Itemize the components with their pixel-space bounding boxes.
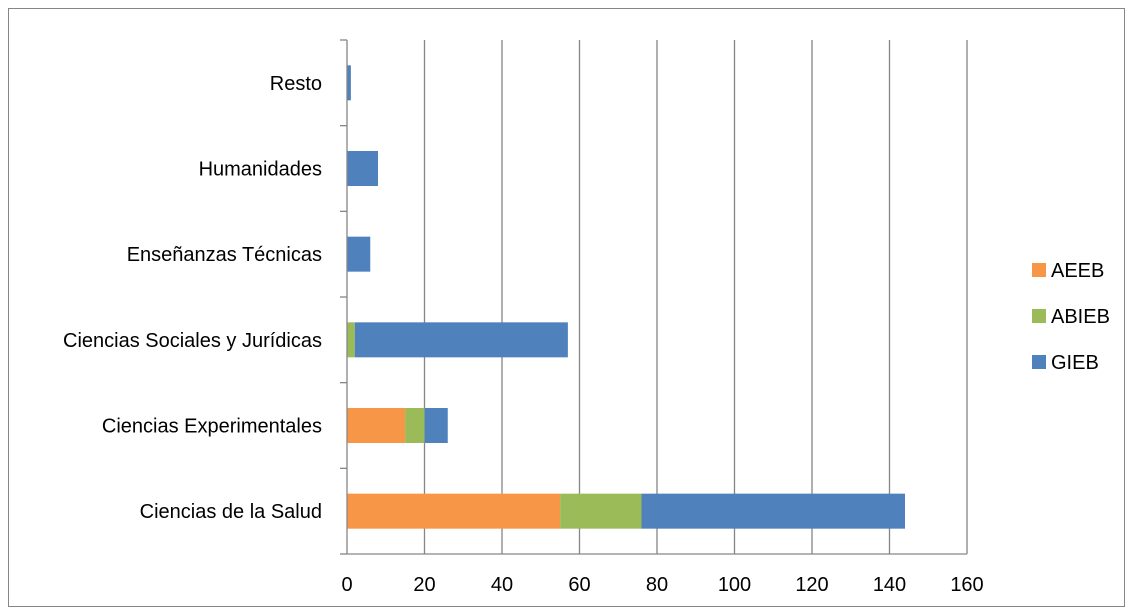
- bar-abieb-2: [347, 322, 355, 358]
- category-label: Ciencias Sociales y Jurídicas: [63, 330, 322, 352]
- gridlines: [423, 40, 968, 554]
- x-tick-label: 20: [413, 574, 435, 596]
- bar-gieb-3: [347, 236, 371, 272]
- legend: AEEB ABIEB GIEB: [1032, 260, 1110, 374]
- category-label: Ciencias de la Salud: [140, 501, 322, 523]
- category-label: Ciencias Experimentales: [102, 416, 322, 438]
- category-label: Resto: [270, 73, 322, 95]
- bar-abieb-0: [560, 493, 642, 529]
- bar-gieb-4: [347, 151, 378, 186]
- category-label: Enseñanzas Técnicas: [127, 244, 322, 266]
- labels: 0 20 40 60 80 100 120 140 160 Ciencias de la Salu…: [63, 73, 984, 596]
- bar-gieb-1: [424, 408, 448, 443]
- bar-gieb-5: [347, 65, 351, 101]
- legend-swatch-aeeb: [1032, 263, 1046, 277]
- legend-label-abieb: ABIEB: [1051, 306, 1110, 328]
- x-tick-label: 0: [341, 574, 352, 596]
- bars: [347, 65, 905, 529]
- category-label: Humanidades: [199, 159, 322, 181]
- legend-label-aeeb: AEEB: [1051, 260, 1104, 282]
- bar-gieb-2: [354, 322, 568, 358]
- legend-label-gieb: GIEB: [1051, 352, 1099, 374]
- legend-swatch-abieb: [1032, 309, 1046, 323]
- x-tick-label: 120: [795, 574, 828, 596]
- bar-aeeb-0: [347, 493, 561, 529]
- bar-gieb-0: [641, 493, 905, 529]
- x-tick-label: 140: [873, 574, 906, 596]
- x-tick-label: 40: [491, 574, 513, 596]
- legend-swatch-gieb: [1032, 355, 1046, 369]
- x-tick-label: 100: [718, 574, 751, 596]
- x-tick-label: 80: [646, 574, 668, 596]
- x-tick-label: 60: [568, 574, 590, 596]
- x-tick-label: 160: [950, 574, 983, 596]
- bar-aeeb-1: [347, 408, 406, 443]
- axes: [340, 39, 967, 555]
- bar-abieb-1: [405, 408, 425, 443]
